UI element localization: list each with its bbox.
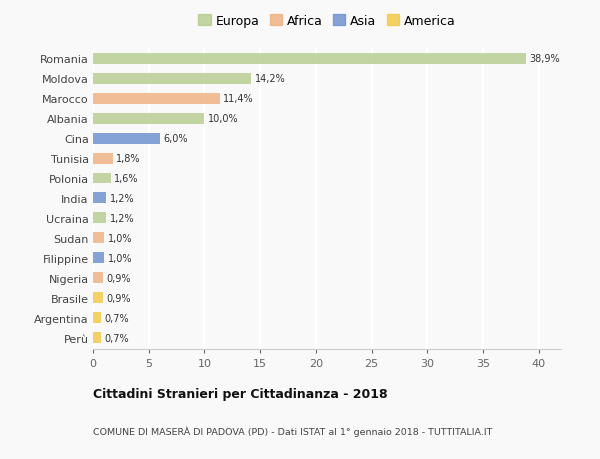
Text: 1,6%: 1,6% <box>114 174 139 184</box>
Bar <box>93 213 106 224</box>
Text: 0,9%: 0,9% <box>106 273 131 283</box>
Bar <box>93 173 111 184</box>
Text: 1,2%: 1,2% <box>110 213 134 224</box>
Bar <box>93 253 104 264</box>
Bar <box>93 292 103 303</box>
Bar <box>93 193 106 204</box>
Text: 1,0%: 1,0% <box>107 253 132 263</box>
Bar <box>93 233 104 244</box>
Text: 11,4%: 11,4% <box>223 94 254 104</box>
Text: COMUNE DI MASERÀ DI PADOVA (PD) - Dati ISTAT al 1° gennaio 2018 - TUTTITALIA.IT: COMUNE DI MASERÀ DI PADOVA (PD) - Dati I… <box>93 425 493 436</box>
Legend: Europa, Africa, Asia, America: Europa, Africa, Asia, America <box>196 12 458 30</box>
Text: 1,0%: 1,0% <box>107 233 132 243</box>
Text: 1,8%: 1,8% <box>116 154 141 164</box>
Bar <box>93 313 101 324</box>
Bar <box>93 332 101 343</box>
Bar <box>93 153 113 164</box>
Text: 6,0%: 6,0% <box>163 134 188 144</box>
Text: 38,9%: 38,9% <box>530 54 560 64</box>
Bar <box>93 94 220 105</box>
Bar <box>93 133 160 144</box>
Text: 0,7%: 0,7% <box>104 333 129 343</box>
Text: 1,2%: 1,2% <box>110 194 134 203</box>
Bar <box>93 113 205 124</box>
Text: Cittadini Stranieri per Cittadinanza - 2018: Cittadini Stranieri per Cittadinanza - 2… <box>93 387 388 400</box>
Bar <box>93 273 103 284</box>
Text: 14,2%: 14,2% <box>254 74 286 84</box>
Text: 0,9%: 0,9% <box>106 293 131 303</box>
Text: 10,0%: 10,0% <box>208 114 238 124</box>
Text: 0,7%: 0,7% <box>104 313 129 323</box>
Bar <box>93 54 526 65</box>
Bar <box>93 73 251 84</box>
